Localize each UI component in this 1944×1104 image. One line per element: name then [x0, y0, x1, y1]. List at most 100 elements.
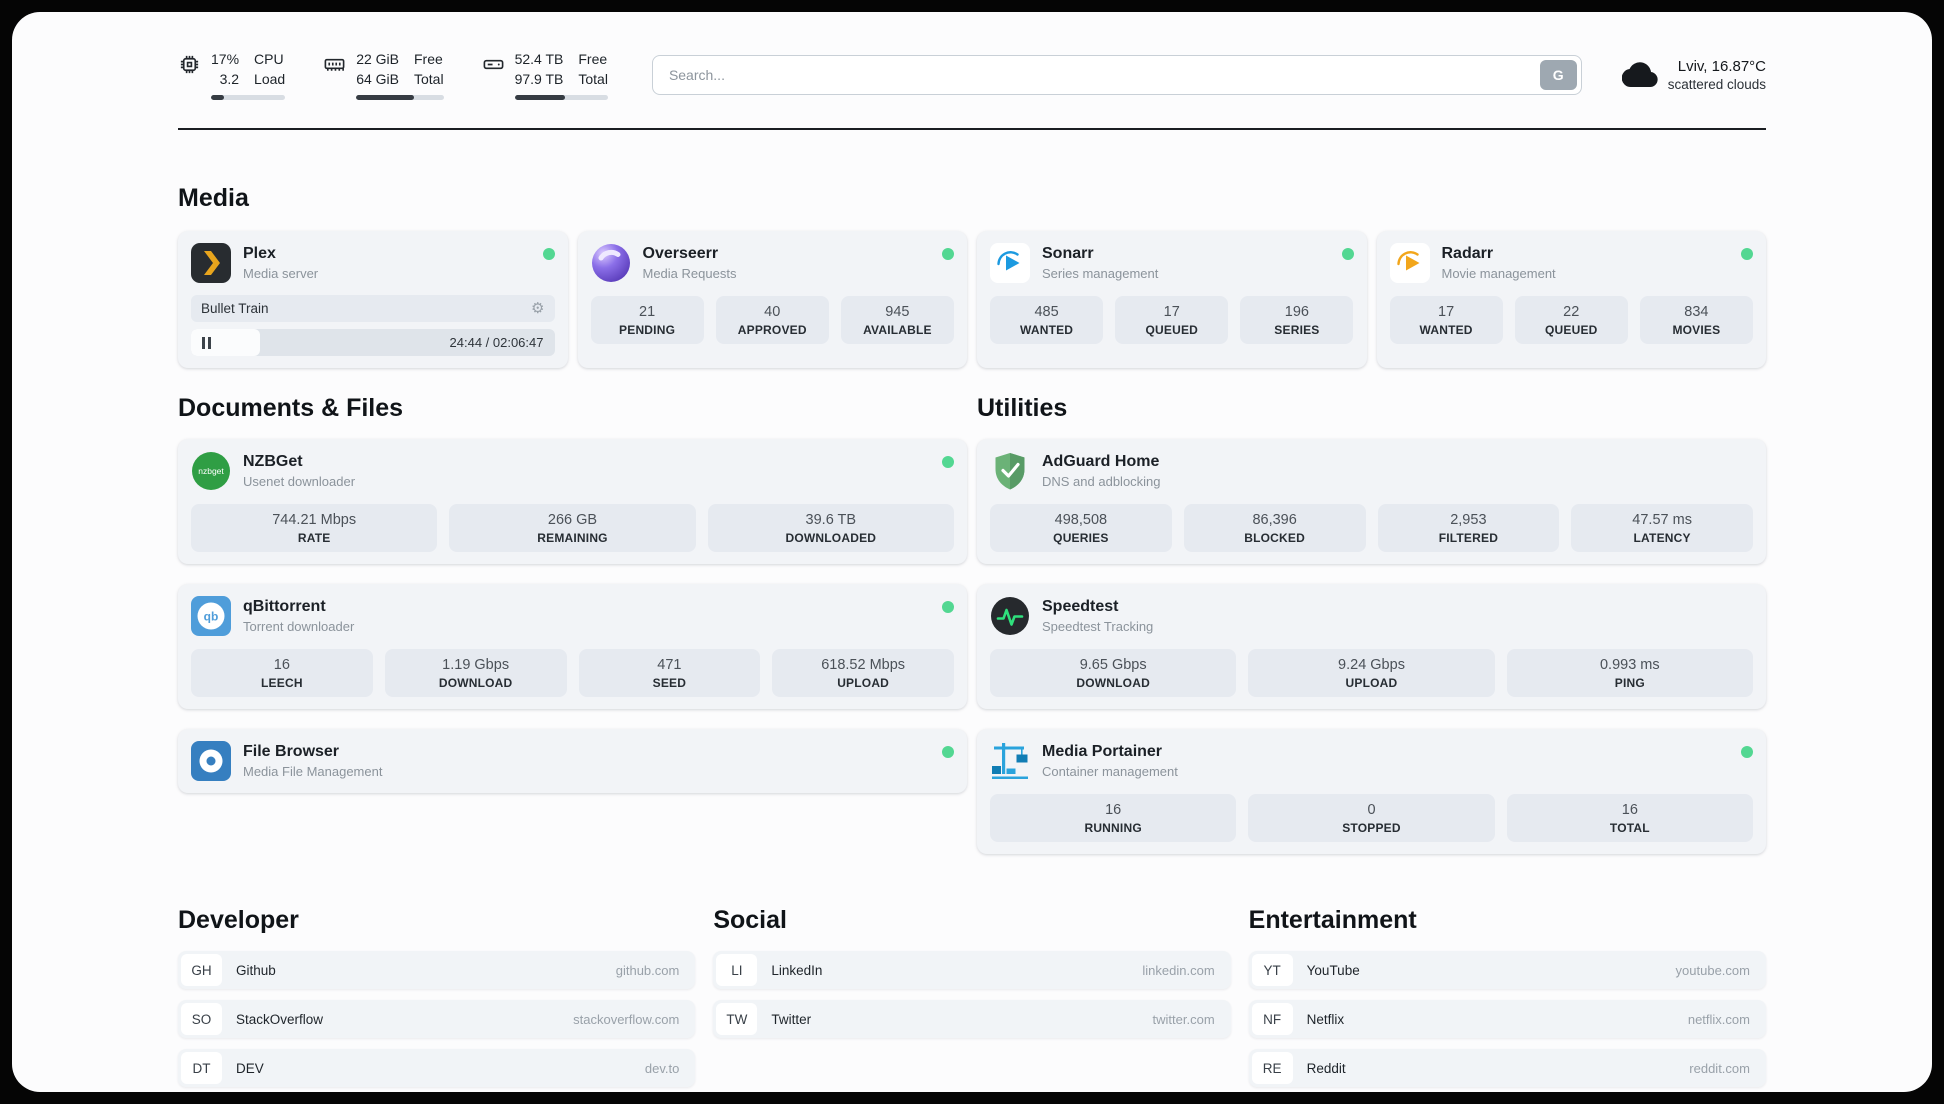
status-dot — [1341, 248, 1354, 261]
cpu-load-label: Load — [254, 70, 286, 87]
weather-widget[interactable]: Lviv, 16.87°C scattered clouds — [1621, 57, 1766, 93]
service-subtitle: Usenet downloader — [243, 474, 356, 490]
service-card-radarr[interactable]: Radarr Movie management 17 WANTED 22 QUE… — [1376, 231, 1766, 369]
bookmark-abbr: NF — [1251, 1003, 1293, 1036]
bookmark-name: StackOverflow — [236, 1011, 324, 1027]
service-card-nzbget[interactable]: nzbget NZBGet Usenet downloader 74 — [178, 439, 967, 565]
stat-total: 16 TOTAL — [1506, 794, 1753, 843]
bookmark-url: twitter.com — [1152, 1011, 1215, 1027]
service-name: qBittorrent — [243, 598, 326, 616]
entertainment-section: Entertainment YT YouTube youtube.com NF … — [1248, 906, 1766, 1088]
search-input[interactable] — [651, 55, 1582, 96]
bookmark-github[interactable]: GH Github github.com — [178, 951, 696, 990]
service-name: AdGuard Home — [1042, 453, 1160, 471]
bookmark-reddit[interactable]: RE Reddit reddit.com — [1248, 1049, 1766, 1088]
stat-latency: 47.57 ms LATENCY — [1571, 504, 1753, 553]
section-title-social: Social — [713, 906, 787, 935]
social-section: Social LI LinkedIn linkedin.com TW Twitt… — [713, 906, 1231, 1087]
stat-movies: 834 MOVIES — [1639, 296, 1753, 345]
ram-free-label: Free — [414, 51, 443, 67]
ram-total-label: Total — [414, 70, 444, 87]
service-name: Radarr — [1441, 245, 1494, 263]
service-subtitle: Media server — [243, 266, 319, 282]
stat-queued: 22 QUEUED — [1514, 296, 1628, 345]
service-card-overseerr[interactable]: Overseerr Media Requests 21 PENDING 40 A… — [577, 231, 967, 369]
service-card-qbittorrent[interactable]: qb qBittorrent Torrent downloader — [178, 584, 967, 710]
nzbget-icon: nzbget — [191, 451, 231, 491]
overseerr-icon — [591, 243, 631, 283]
service-name: NZBGet — [243, 453, 303, 471]
search-engine-button[interactable]: G — [1539, 60, 1577, 91]
bookmark-url: github.com — [615, 962, 680, 978]
disk-icon — [482, 53, 505, 76]
service-card-sonarr[interactable]: Sonarr Series management 485 WANTED 17 Q… — [977, 231, 1367, 369]
bookmark-name: LinkedIn — [771, 962, 823, 978]
bookmark-abbr: RE — [1251, 1052, 1293, 1085]
stat-queries: 498,508 QUERIES — [990, 504, 1172, 553]
filebrowser-icon — [191, 741, 231, 782]
plex-icon — [191, 243, 231, 284]
stat-approved: 40 APPROVED — [715, 296, 829, 345]
stat-download: 9.65 Gbps DOWNLOAD — [990, 649, 1237, 698]
bookmark-stackoverflow[interactable]: SO StackOverflow stackoverflow.com — [178, 1000, 696, 1039]
service-name: Plex — [243, 245, 276, 263]
bookmark-url: youtube.com — [1675, 962, 1750, 978]
svg-text:nzbget: nzbget — [198, 466, 224, 476]
status-dot — [1741, 746, 1753, 759]
bookmark-abbr: SO — [181, 1003, 222, 1036]
service-subtitle: Torrent downloader — [243, 619, 355, 635]
svg-text:qb: qb — [204, 610, 219, 624]
service-card-adguard[interactable]: AdGuard Home DNS and adblocking 498,508 … — [977, 439, 1766, 565]
service-subtitle: Speedtest Tracking — [1042, 619, 1154, 635]
service-name: Media Portainer — [1042, 743, 1163, 761]
bookmark-name: Netflix — [1306, 1011, 1345, 1027]
bookmark-url: linkedin.com — [1142, 962, 1215, 978]
bookmark-youtube[interactable]: YT YouTube youtube.com — [1248, 951, 1766, 990]
bookmark-dev[interactable]: DT DEV dev.to — [178, 1049, 696, 1088]
bookmark-name: Reddit — [1306, 1060, 1346, 1076]
stat-download: 1.19 Gbps DOWNLOAD — [384, 649, 567, 698]
bookmark-name: Twitter — [771, 1011, 812, 1027]
disk-monitor: 52.4 TB 97.9 TB Free Total — [482, 50, 608, 101]
stat-downloaded: 39.6 TB DOWNLOADED — [707, 504, 954, 553]
service-subtitle: Media Requests — [642, 266, 737, 282]
radarr-icon — [1389, 243, 1430, 284]
stat-wanted: 17 WANTED — [1389, 296, 1503, 345]
bookmark-linkedin[interactable]: LI LinkedIn linkedin.com — [713, 951, 1231, 990]
stat-queued: 17 QUEUED — [1115, 296, 1229, 345]
bookmark-name: YouTube — [1306, 962, 1360, 978]
bookmark-abbr: TW — [716, 1003, 758, 1036]
bookmark-abbr: GH — [181, 954, 222, 987]
stat-upload: 9.24 Gbps UPLOAD — [1248, 649, 1495, 698]
cpu-percent: 17% — [211, 51, 240, 67]
service-card-filebrowser[interactable]: File Browser Media File Management — [178, 729, 967, 794]
section-title-entertainment: Entertainment — [1248, 906, 1417, 935]
gear-icon[interactable]: ⚙ — [531, 300, 545, 318]
system-monitors: 17% 3.2 CPU Load — [178, 50, 608, 101]
cpu-load-value: 3.2 — [219, 70, 240, 87]
playback-progress-bar[interactable]: 24:44 / 02:06:47 — [191, 329, 555, 357]
bookmark-twitter[interactable]: TW Twitter twitter.com — [713, 1000, 1231, 1039]
section-title-documents: Documents & Files — [178, 394, 404, 423]
topbar: 17% 3.2 CPU Load — [178, 50, 1766, 101]
stat-series: 196 SERIES — [1240, 296, 1354, 345]
service-subtitle: DNS and adblocking — [1042, 474, 1161, 490]
service-name: Sonarr — [1042, 245, 1094, 263]
stat-remaining: 266 GB REMAINING — [449, 504, 696, 553]
service-card-plex[interactable]: Plex Media server Bullet Train ⚙ 24:44 /… — [178, 231, 568, 369]
section-title-developer: Developer — [178, 906, 299, 935]
ram-total-value: 64 GiB — [356, 70, 399, 87]
service-card-portainer[interactable]: Media Portainer Container management 16 … — [977, 729, 1766, 855]
bookmark-url: stackoverflow.com — [573, 1011, 680, 1027]
pause-icon[interactable] — [202, 336, 211, 349]
section-title-utilities: Utilities — [977, 394, 1068, 423]
service-subtitle: Container management — [1042, 764, 1178, 780]
media-section: Plex Media server Bullet Train ⚙ 24:44 /… — [178, 231, 1766, 369]
service-name: Speedtest — [1042, 598, 1119, 616]
service-subtitle: Media File Management — [243, 764, 383, 780]
service-card-speedtest[interactable]: Speedtest Speedtest Tracking 9.65 Gbps D… — [977, 584, 1766, 710]
bookmark-netflix[interactable]: NF Netflix netflix.com — [1248, 1000, 1766, 1039]
search-bar: G — [651, 55, 1582, 96]
bookmark-name: DEV — [236, 1060, 264, 1076]
stat-available: 945 AVAILABLE — [840, 296, 954, 345]
